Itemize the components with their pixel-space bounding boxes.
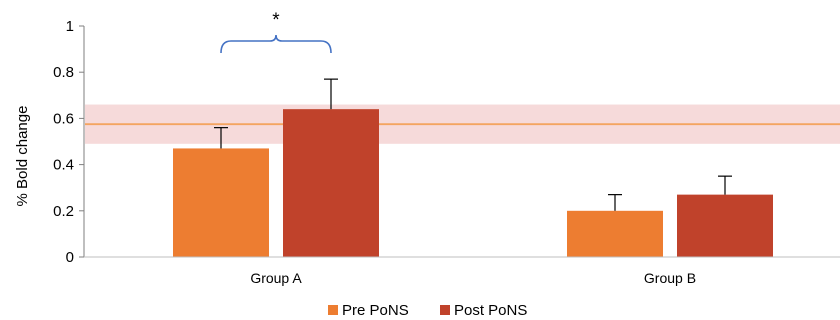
bar-post-pons-group-a [283,109,379,257]
legend-label: Post PoNS [454,302,527,319]
legend-swatch-pre-pons [328,305,338,315]
significance-marker: * [272,10,280,31]
y-axis-title: % Bold change [14,106,31,207]
legend-label: Pre PoNS [342,302,409,319]
y-tick-label: 0.2 [53,203,74,220]
y-tick-label: 1 [66,18,74,35]
x-category-label: Group A [250,270,302,286]
bar-post-pons-group-b [677,194,773,257]
y-tick-label: 0 [66,249,74,266]
legend-swatch-post-pons [440,305,450,315]
y-tick-label: 0.8 [53,64,74,81]
x-category-label: Group B [644,270,696,286]
y-tick-label: 0.6 [53,110,74,127]
bar-pre-pons-group-a [173,148,269,257]
bar-pre-pons-group-b [567,210,663,257]
significance-bracket [220,34,332,54]
y-tick-label: 0.4 [53,157,74,174]
